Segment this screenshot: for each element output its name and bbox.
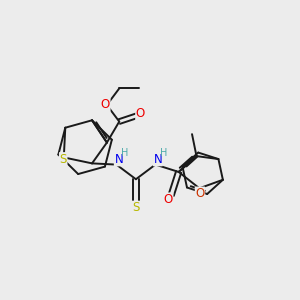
Text: S: S xyxy=(132,201,140,214)
Text: O: O xyxy=(195,187,205,200)
Text: O: O xyxy=(136,107,145,120)
Text: O: O xyxy=(101,98,110,112)
Text: N: N xyxy=(153,153,162,166)
Text: H: H xyxy=(121,148,128,158)
Text: S: S xyxy=(59,153,67,166)
Text: H: H xyxy=(160,148,167,158)
Text: O: O xyxy=(164,193,173,206)
Text: N: N xyxy=(114,153,123,166)
